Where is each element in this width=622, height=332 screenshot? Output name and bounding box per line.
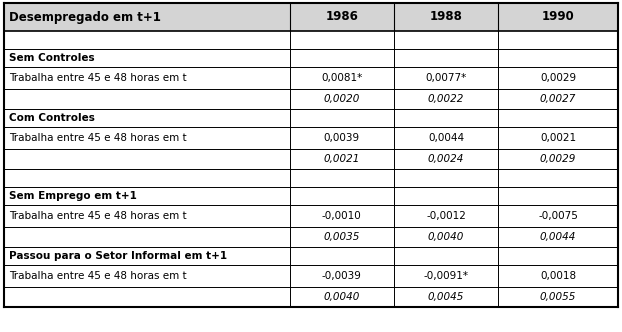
- Text: 0,0044: 0,0044: [540, 232, 577, 242]
- Text: 0,0027: 0,0027: [540, 94, 577, 104]
- Bar: [4, 3, 618, 31]
- Text: Trabalha entre 45 e 48 horas em t: Trabalha entre 45 e 48 horas em t: [9, 133, 187, 143]
- Text: 0,0018: 0,0018: [540, 271, 576, 281]
- Text: 0,0055: 0,0055: [540, 292, 577, 302]
- Text: 0,0081*: 0,0081*: [321, 73, 363, 83]
- Text: Com Controles: Com Controles: [9, 113, 95, 123]
- Text: 0,0039: 0,0039: [323, 133, 360, 143]
- Text: -0,0075: -0,0075: [538, 211, 578, 221]
- Text: 1988: 1988: [430, 11, 463, 24]
- Text: -0,0012: -0,0012: [426, 211, 466, 221]
- Text: 0,0045: 0,0045: [428, 292, 464, 302]
- Text: 0,0021: 0,0021: [323, 154, 360, 164]
- Text: 0,0035: 0,0035: [323, 232, 360, 242]
- Text: Sem Emprego em t+1: Sem Emprego em t+1: [9, 191, 137, 201]
- Text: 0,0020: 0,0020: [323, 94, 360, 104]
- Text: 1990: 1990: [542, 11, 575, 24]
- Text: 0,0029: 0,0029: [540, 154, 577, 164]
- Text: -0,0039: -0,0039: [322, 271, 361, 281]
- Text: Sem Controles: Sem Controles: [9, 53, 95, 63]
- Text: 0,0044: 0,0044: [428, 133, 464, 143]
- Text: 0,0024: 0,0024: [428, 154, 464, 164]
- Text: Trabalha entre 45 e 48 horas em t: Trabalha entre 45 e 48 horas em t: [9, 211, 187, 221]
- Text: 0,0077*: 0,0077*: [425, 73, 466, 83]
- Text: 0,0021: 0,0021: [540, 133, 576, 143]
- Text: 0,0040: 0,0040: [428, 232, 464, 242]
- Text: -0,0010: -0,0010: [322, 211, 361, 221]
- Text: Trabalha entre 45 e 48 horas em t: Trabalha entre 45 e 48 horas em t: [9, 73, 187, 83]
- Text: -0,0091*: -0,0091*: [424, 271, 468, 281]
- Text: Desempregado em t+1: Desempregado em t+1: [9, 11, 161, 24]
- Text: 0,0040: 0,0040: [323, 292, 360, 302]
- Text: Passou para o Setor Informal em t+1: Passou para o Setor Informal em t+1: [9, 251, 227, 261]
- Text: Trabalha entre 45 e 48 horas em t: Trabalha entre 45 e 48 horas em t: [9, 271, 187, 281]
- Text: 0,0029: 0,0029: [540, 73, 576, 83]
- Text: 0,0022: 0,0022: [428, 94, 464, 104]
- Text: 1986: 1986: [325, 11, 358, 24]
